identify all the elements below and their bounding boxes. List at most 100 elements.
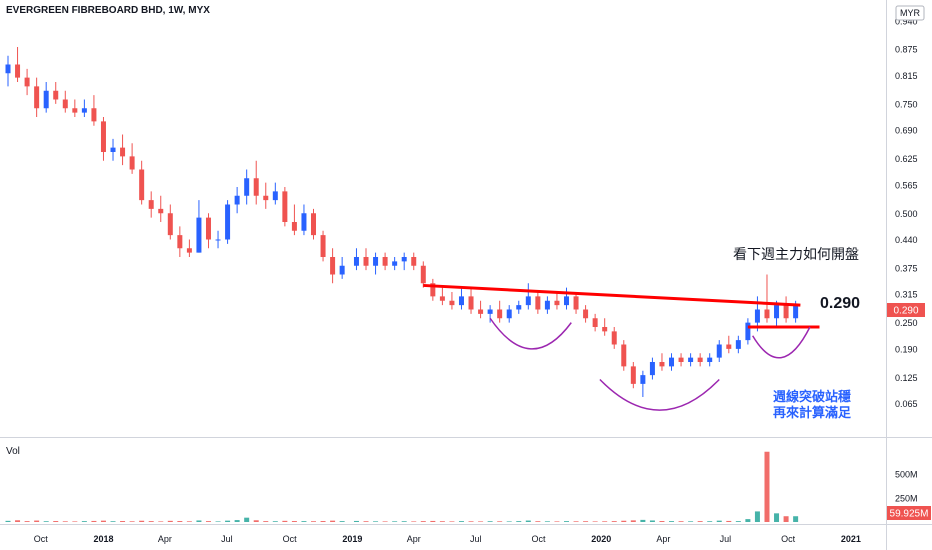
volume-bar xyxy=(602,521,608,522)
volume-bar xyxy=(373,521,379,522)
price-tick-label: 0.690 xyxy=(895,126,918,136)
pattern-arc xyxy=(599,378,720,411)
volume-bar xyxy=(411,521,417,522)
time-tick-label: Oct xyxy=(781,534,796,544)
price-tick-label: 0.750 xyxy=(895,99,918,109)
price-axis[interactable]: 0.940 0.875 0.815 0.750 0.690 0.625 0.565 0.500… xyxy=(895,16,918,409)
candle-body xyxy=(320,235,326,257)
volume-bar xyxy=(363,521,369,522)
volume-bar xyxy=(439,521,445,522)
candle-body xyxy=(72,108,78,113)
drawings-layer xyxy=(423,283,820,411)
currency-button[interactable] xyxy=(895,5,925,21)
candle-body xyxy=(420,265,426,284)
volume-bar xyxy=(225,520,231,522)
candle-body xyxy=(678,357,684,362)
volume-bar xyxy=(5,520,11,522)
volume-bar xyxy=(497,521,503,522)
volume-bar xyxy=(148,521,154,522)
candle-body xyxy=(253,178,259,196)
volume-bar xyxy=(535,521,541,522)
volume-bar xyxy=(353,520,359,522)
time-tick-label: Oct xyxy=(283,534,298,544)
annotation-note-line2: 再來計算滿足 xyxy=(773,405,852,420)
candle-body xyxy=(353,257,359,266)
candle-body xyxy=(244,178,250,196)
volume-bar xyxy=(420,521,426,522)
currency-label: MYR xyxy=(900,8,921,18)
time-tick-label: Apr xyxy=(158,534,172,544)
price-tick-label: 0.500 xyxy=(895,209,918,219)
time-tick-label: Oct xyxy=(34,534,49,544)
candle-body xyxy=(611,331,617,345)
candle-body xyxy=(330,257,336,275)
candle-body xyxy=(430,283,436,297)
volume-bar xyxy=(506,521,512,522)
candle-body xyxy=(263,195,269,201)
candle-body xyxy=(602,327,608,332)
volume-bar xyxy=(611,521,617,522)
volume-bar xyxy=(669,521,675,522)
volume-bar xyxy=(158,521,164,522)
volume-bar xyxy=(244,517,250,522)
volume-bar xyxy=(458,521,464,522)
candle-body xyxy=(34,86,40,109)
volume-bar xyxy=(215,521,221,522)
candle-body xyxy=(282,191,288,222)
time-tick-label: Jul xyxy=(221,534,233,544)
volume-bar xyxy=(272,521,278,522)
candle-body xyxy=(764,309,770,319)
candle-body xyxy=(573,296,579,310)
candle-body xyxy=(110,147,116,152)
last-price-badge xyxy=(887,303,925,317)
volume-bar xyxy=(120,521,126,522)
candle-body xyxy=(525,296,531,306)
candle-body xyxy=(53,90,59,100)
candle-body xyxy=(554,300,560,306)
volume-bar xyxy=(100,520,106,522)
candle-body xyxy=(5,64,11,74)
price-tick-label: 0.565 xyxy=(895,180,918,190)
candle-body xyxy=(659,362,665,367)
volume-bar xyxy=(487,521,493,522)
volume-bar xyxy=(544,521,550,522)
volume-bar xyxy=(621,520,627,522)
candle-body xyxy=(774,305,780,319)
price-tick-label: 0.190 xyxy=(895,344,918,354)
volume-bar xyxy=(592,521,598,522)
candle-body xyxy=(735,340,741,349)
candle-body xyxy=(272,191,278,201)
time-tick-label: Apr xyxy=(407,534,421,544)
symbol-title: EVERGREEN FIBREBOARD BHD, 1W, MYX xyxy=(6,5,210,16)
price-tick-label: 0.815 xyxy=(895,71,918,81)
candle-body xyxy=(583,309,589,319)
volume-tick-label: 250M xyxy=(895,493,918,503)
candle-body xyxy=(43,90,49,109)
price-tick-label: 0.125 xyxy=(895,373,918,383)
volume-bar xyxy=(764,451,770,522)
volume-bar xyxy=(401,521,407,522)
candle-body xyxy=(177,235,183,249)
volume-bar xyxy=(81,521,87,522)
volume-bar xyxy=(640,519,646,522)
pattern-arc xyxy=(489,317,572,350)
pattern-arc xyxy=(752,326,811,359)
candle-body xyxy=(592,318,598,327)
price-tick-label: 0.375 xyxy=(895,263,918,273)
volume-bar xyxy=(15,520,21,522)
time-axis[interactable]: Oct 2018 Apr Jul Oct 2019 Apr Jul Oct 2020 Apr Jul O… xyxy=(34,534,861,544)
candle-body xyxy=(726,344,732,349)
annotation-top-note: 看下週主力如何開盤 xyxy=(733,246,859,262)
candle-body xyxy=(783,305,789,319)
candle-body xyxy=(401,257,407,262)
last-volume-badge xyxy=(887,506,931,520)
volume-bar xyxy=(754,511,760,522)
volume-bar xyxy=(34,520,40,522)
candle-body xyxy=(468,296,474,310)
candle-body xyxy=(621,344,627,367)
candle-body xyxy=(439,296,445,301)
candle-body xyxy=(487,309,493,314)
volume-bar xyxy=(253,520,259,522)
